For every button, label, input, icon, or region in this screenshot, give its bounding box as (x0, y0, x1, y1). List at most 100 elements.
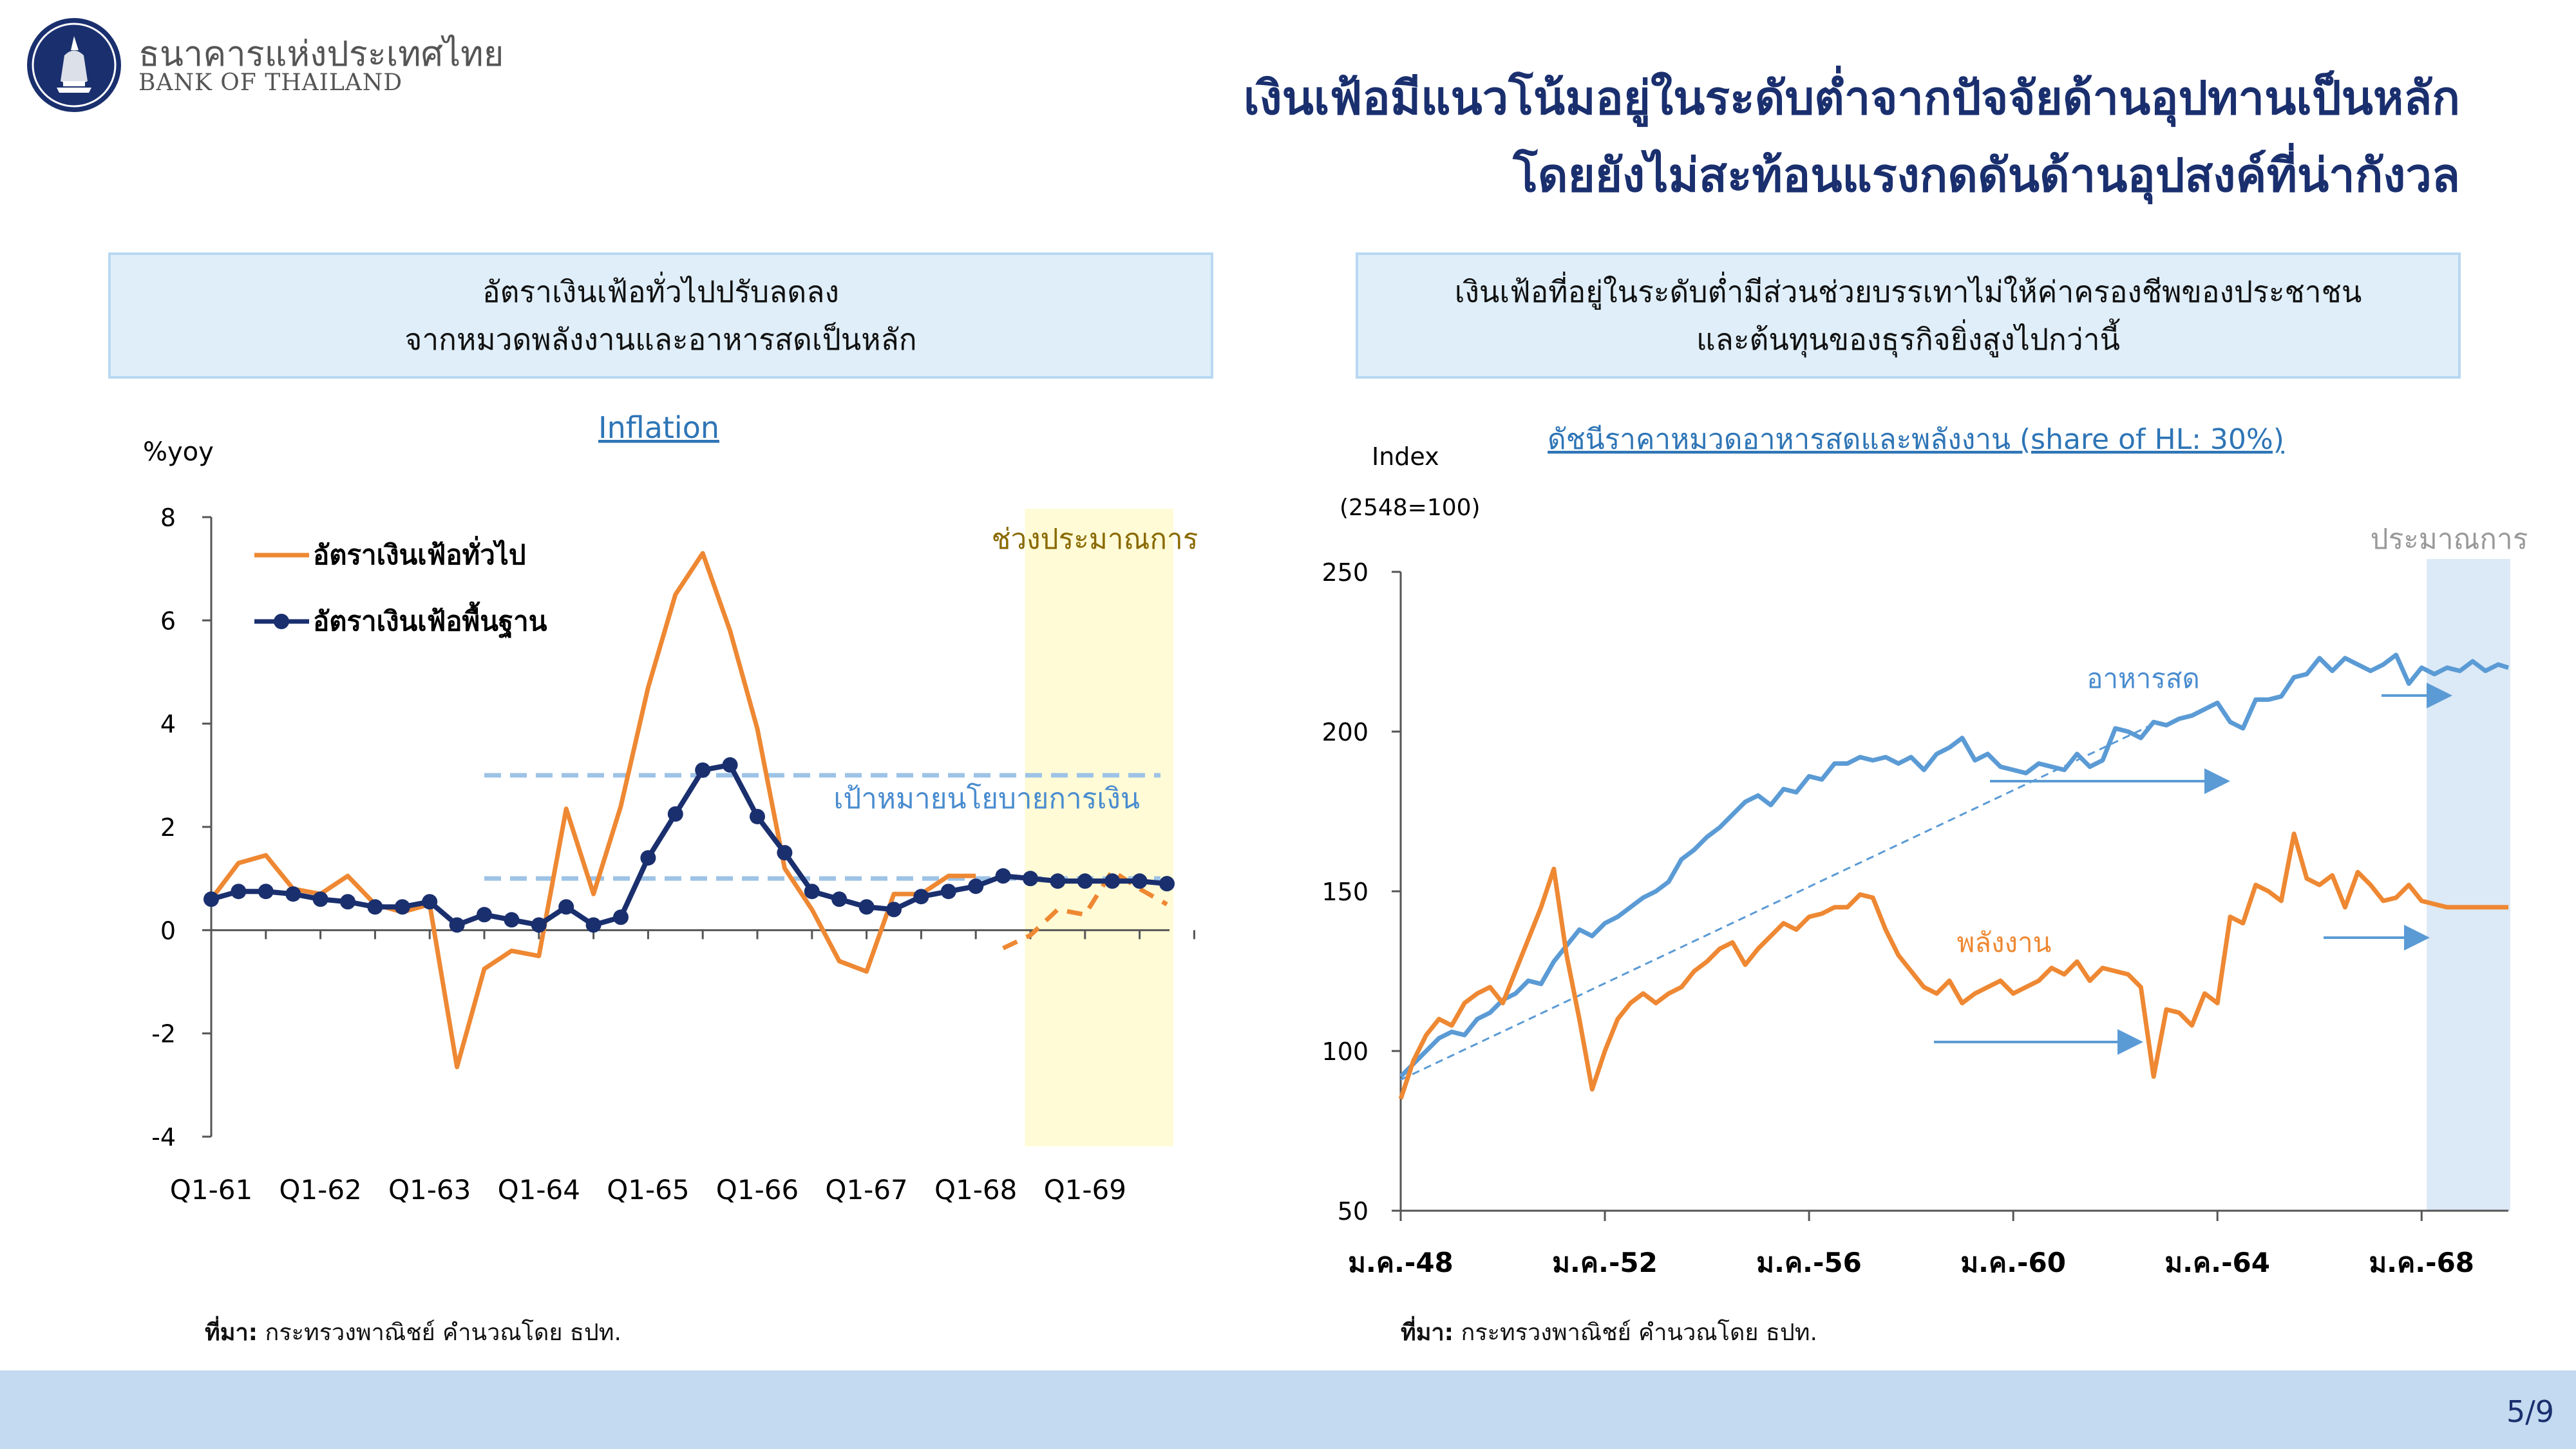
core-inflation-point (449, 917, 465, 933)
x-tick-label: ม.ค.-52 (1552, 1247, 1658, 1278)
bank-seal-logo (27, 18, 121, 112)
core-inflation-point (858, 899, 875, 915)
core-inflation-point (394, 899, 410, 915)
page-headline: เงินเฟ้อมีแนวโน้มอยู่ในระดับต่ำจากปัจจัย… (979, 59, 2460, 214)
core-inflation-point (640, 850, 656, 866)
core-inflation-point (340, 894, 355, 910)
y-tick-label: -2 (151, 1020, 176, 1048)
core-inflation-point (695, 762, 711, 778)
core-inflation-point (1050, 873, 1066, 889)
forecast-label: ช่วงประมาณการ (992, 523, 1198, 556)
y-tick-label: 4 (160, 710, 176, 739)
x-tick-label: Q1-69 (1044, 1174, 1126, 1206)
left-box-line-1: อัตราเงินเฟ้อทั่วไปปรับลดลง (482, 274, 839, 309)
x-tick-label: ม.ค.-48 (1348, 1247, 1454, 1278)
y-tick-label: 100 (1321, 1037, 1368, 1066)
core-inflation-point (804, 884, 820, 900)
y-tick-label: 250 (1321, 558, 1368, 587)
core-inflation-point (995, 868, 1011, 884)
left-source-text: กระทรวงพาณิชย์ คำนวณโดย ธปท. (258, 1320, 621, 1346)
x-tick-label: Q1-62 (279, 1174, 361, 1206)
right-box-line-2: และต้นทุนของธุรกิจยิ่งสูงไปกว่านี้ (1696, 322, 2120, 357)
x-tick-label: Q1-68 (934, 1174, 1017, 1206)
legend-core-marker (274, 614, 289, 629)
right-panel-title-box: เงินเฟ้อที่อยู่ในระดับต่ำมีส่วนช่วยบรรเท… (1356, 252, 2461, 379)
legend-core-label: อัตราเงินเฟ้อพื้นฐาน (313, 601, 547, 639)
footer-band (0, 1370, 2576, 1449)
x-tick-label: ม.ค.-60 (1960, 1247, 2066, 1278)
headline-inflation-line (209, 551, 976, 1070)
y-axis-base-label: (2548=100) (1340, 495, 1481, 521)
core-inflation-point (940, 884, 956, 900)
y-tick-label: 150 (1321, 878, 1368, 906)
right-box-line-1: เงินเฟ้อที่อยู่ในระดับต่ำมีส่วนช่วยบรรเท… (1454, 274, 2362, 309)
forecast-region (2427, 559, 2510, 1211)
core-inflation-point (1159, 876, 1175, 892)
fresh-food-series-label: อาหารสด (2087, 663, 2200, 694)
chart-title: Inflation (598, 410, 719, 445)
target-label: เป้าหมายนโยบายการเงิน (833, 782, 1140, 815)
core-inflation-point (312, 891, 328, 907)
x-tick-label: ม.ค.-64 (2164, 1247, 2270, 1278)
y-tick-label: 200 (1321, 718, 1368, 746)
y-tick-label: 6 (160, 607, 176, 635)
right-source-label: ที่มา: (1401, 1320, 1454, 1346)
core-inflation-point (613, 909, 629, 925)
core-inflation-point (722, 757, 738, 773)
chart-title: ดัชนีราคาหมวดอาหารสดและพลังงาน (share of… (1548, 423, 2284, 456)
forecast-label: ประมาณการ (2371, 523, 2528, 556)
core-inflation-point (1104, 873, 1121, 889)
core-inflation-point (1077, 873, 1093, 889)
brand-thai-name: ธนาคารแห่งประเทศไทย (138, 33, 504, 74)
core-inflation-point (422, 894, 438, 910)
legend-headline-label: อัตราเงินเฟ้อทั่วไป (313, 536, 526, 571)
headline-inflation-forecast-line (1002, 867, 1168, 951)
x-tick-label: Q1-64 (498, 1174, 580, 1206)
x-tick-label: ม.ค.-56 (1756, 1247, 1862, 1278)
y-tick-label: 8 (160, 504, 176, 532)
headline-line-2: โดยยังไม่สะท้อนแรงกดดันด้านอุปสงค์ที่น่า… (1513, 148, 2460, 202)
core-inflation-point (585, 917, 601, 933)
core-inflation-point (750, 808, 765, 824)
y-tick-label: 2 (160, 813, 176, 842)
headline-line-1: เงินเฟ้อมีแนวโน้มอยู่ในระดับต่ำจากปัจจัย… (1243, 71, 2460, 125)
y-tick-label: 50 (1338, 1197, 1368, 1226)
core-inflation-point (558, 899, 574, 915)
core-inflation-point (477, 907, 492, 923)
energy-series-label: พลังงาน (1957, 927, 2052, 958)
core-inflation-point (367, 899, 383, 915)
core-inflation-point (968, 878, 984, 895)
x-tick-label: Q1-65 (607, 1174, 689, 1206)
core-inflation-point (258, 884, 274, 900)
forecast-region (1025, 509, 1173, 1146)
core-inflation-point (667, 806, 683, 822)
core-inflation-point (231, 884, 247, 900)
brand-english-name: BANK OF THAILAND (138, 70, 403, 96)
core-inflation-point (504, 912, 520, 928)
x-tick-label: ม.ค.-68 (2369, 1247, 2474, 1278)
core-inflation-point (777, 845, 793, 861)
core-inflation-point (285, 886, 301, 902)
y-tick-label: 0 (160, 916, 176, 945)
x-tick-label: Q1-67 (825, 1174, 907, 1206)
right-source-note: ที่มา: กระทรวงพาณิชย์ คำนวณโดย ธปท. (1401, 1314, 1817, 1350)
x-tick-label: Q1-61 (170, 1174, 252, 1206)
core-inflation-point (531, 917, 547, 933)
energy-index-line (1398, 831, 2508, 1100)
y-axis-label: %yoy (143, 437, 214, 467)
core-inflation-point (831, 891, 848, 907)
page-number: 5/9 (2506, 1394, 2554, 1429)
core-inflation-point (886, 902, 902, 918)
core-inflation-point (204, 891, 219, 907)
fresh-food-index-line (1399, 652, 2510, 1079)
left-box-line-2: จากหมวดพลังงานและอาหารสดเป็นหลัก (404, 322, 917, 357)
core-inflation-point (913, 889, 929, 905)
x-tick-label: Q1-66 (716, 1174, 799, 1206)
left-source-label: ที่มา: (205, 1320, 258, 1346)
core-inflation-point (1023, 871, 1038, 887)
right-source-text: กระทรวงพาณิชย์ คำนวณโดย ธปท. (1454, 1320, 1817, 1346)
core-inflation-point (1132, 873, 1148, 889)
left-source-note: ที่มา: กระทรวงพาณิชย์ คำนวณโดย ธปท. (205, 1314, 621, 1350)
